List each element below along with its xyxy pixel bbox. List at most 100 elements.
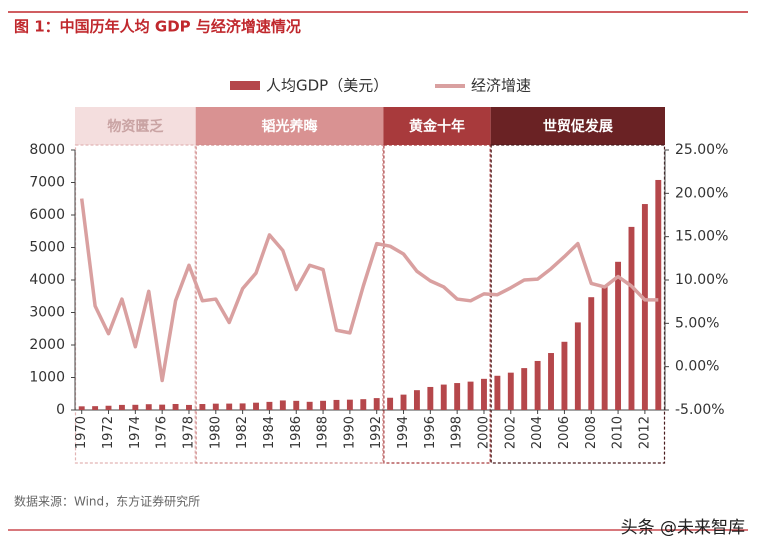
x-tick-label: 1970 [74,416,89,449]
bar [615,261,622,410]
period-box [490,144,666,464]
legend-swatch [230,81,260,90]
bar [159,404,166,410]
bar [199,404,206,410]
bar [226,403,233,410]
y-tick-label: 3000 [29,305,65,321]
period-band [195,107,384,145]
bar [561,341,568,410]
y-tick-label: 8000 [29,142,65,158]
period-label: 韬光养晦 [262,118,318,135]
y-tick-label: 0 [56,402,65,418]
watermark: 头条 @未来智库 [621,518,745,538]
bar [118,404,125,410]
bar [507,372,514,410]
bar [427,386,434,410]
bar [534,360,541,410]
y-tick-label: 6000 [29,207,65,223]
chart-title: 图 1：中国历年人均 GDP 与经济增速情况 [14,18,301,36]
bar [413,390,420,410]
bar [548,353,554,410]
x-tick-label: 1992 [369,416,384,449]
bar [574,322,581,410]
x-tick-label: 1976 [155,416,170,449]
bar [360,399,367,410]
bar [145,404,152,410]
x-tick-label: 1986 [289,416,304,449]
bar [293,400,300,410]
bar [172,403,179,410]
y2-tick-label: 0.00% [675,359,719,375]
x-tick-label: 2002 [503,416,518,449]
bar [132,404,139,410]
bar [440,384,447,410]
x-tick-label: 1988 [316,416,331,449]
x-tick-label: 2008 [584,416,599,449]
bar [454,383,461,410]
bar [212,403,219,410]
bar [641,204,648,410]
bar [306,401,313,410]
period-box [195,144,384,464]
y2-tick-label: 15.00% [675,229,728,245]
x-tick-label: 1990 [342,416,357,449]
bar [628,226,635,410]
x-tick-label: 2000 [476,416,491,449]
source: 数据来源：Wind，东方证券研究所 [14,494,200,509]
bar [239,403,246,410]
y-tick-label: 5000 [29,240,65,256]
x-tick-label: 1996 [423,416,438,449]
bar [655,179,662,410]
bar [521,368,528,410]
x-tick-label: 2004 [530,416,545,449]
bar [333,399,340,410]
y-tick-label: 4000 [29,272,65,288]
bar [186,404,192,410]
bar [320,400,327,410]
bar [279,400,286,410]
x-tick-label: 1994 [396,416,411,449]
y-tick-label: 1000 [29,370,65,386]
bar [601,285,608,410]
period-label: 世贸促发展 [543,118,613,135]
period-band [383,107,491,145]
period-band [75,107,196,145]
y2-tick-label: 25.00% [675,142,728,158]
bar [346,399,353,410]
x-tick-label: 1972 [101,416,116,449]
x-tick-label: 1982 [235,416,250,449]
y-tick-label: 7000 [29,175,65,191]
bar [373,398,380,410]
y2-tick-label: 20.00% [675,185,728,201]
legend-label: 经济增速 [471,77,531,95]
period-label: 物资匮乏 [107,118,163,135]
bar [387,397,394,410]
x-tick-label: 2010 [611,416,626,449]
bar [253,402,259,410]
bar [588,297,595,410]
bar [494,375,501,410]
bar [400,394,407,410]
line [79,198,659,383]
period-label: 黄金十年 [409,118,465,135]
bar [78,406,85,410]
period-band [490,107,665,145]
period-box [383,144,491,464]
x-tick-label: 1998 [450,416,465,449]
x-tick-label: 1980 [208,416,223,449]
x-tick-label: 1974 [128,416,143,449]
y2-tick-label: -5.00% [675,402,725,418]
bar [481,378,487,410]
x-tick-label: 1984 [262,416,277,449]
x-tick-label: 2012 [637,416,652,449]
bar [467,381,474,410]
x-tick-label: 1978 [181,416,196,449]
x-tick-label: 2006 [557,416,572,449]
bar [266,401,273,410]
y-tick-label: 2000 [29,337,65,353]
bar [105,405,112,410]
y2-tick-label: 5.00% [675,315,719,331]
legend-label: 人均GDP（美元） [266,77,388,95]
bar [92,406,99,410]
y2-tick-label: 10.00% [675,272,728,288]
